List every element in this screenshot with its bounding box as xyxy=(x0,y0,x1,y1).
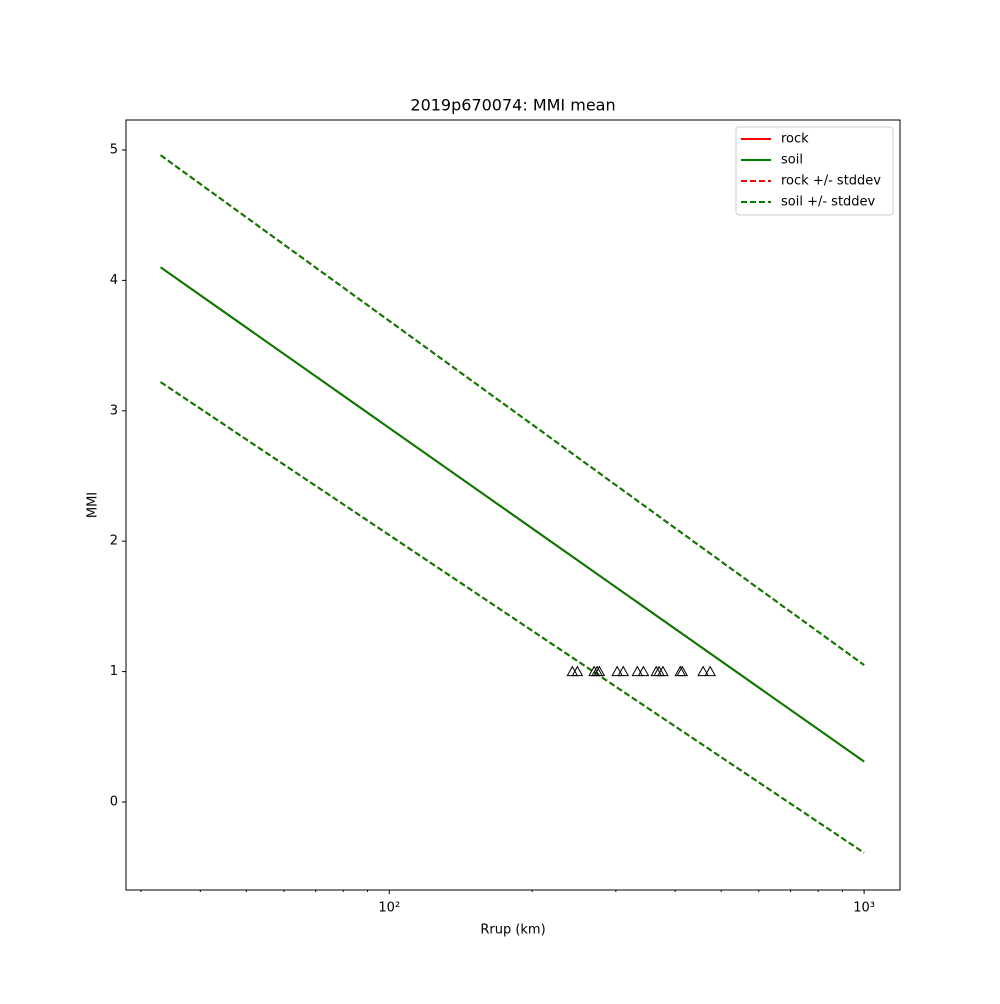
y-tick-label: 2 xyxy=(110,534,118,549)
point-marker xyxy=(617,665,630,677)
point-marker xyxy=(593,665,606,677)
point-marker xyxy=(657,665,669,677)
point-marker xyxy=(566,665,579,677)
x-tick-label: 10² xyxy=(378,901,400,916)
point-marker xyxy=(704,665,717,677)
x-tick-label: 10³ xyxy=(853,901,875,916)
point-marker xyxy=(637,665,650,677)
point-marker xyxy=(697,665,709,677)
y-tick-label: 4 xyxy=(110,273,118,288)
point-marker xyxy=(571,665,584,677)
y-tick-label: 1 xyxy=(110,664,118,679)
y-tick-label: 3 xyxy=(110,403,118,418)
legend-label: rock xyxy=(781,132,809,147)
legend-label: soil xyxy=(781,153,803,168)
x-axis-label: Rrup (km) xyxy=(480,923,545,938)
series-line xyxy=(160,381,865,854)
point-marker xyxy=(611,665,624,677)
y-tick-label: 0 xyxy=(110,794,118,809)
y-axis-label: MMI xyxy=(86,492,101,518)
point-marker xyxy=(676,665,689,677)
point-marker xyxy=(631,665,644,677)
legend-label: soil +/- stddev xyxy=(781,195,876,210)
series-line xyxy=(160,266,865,763)
chart-title: 2019p670074: MMI mean xyxy=(410,96,615,115)
y-tick-label: 5 xyxy=(110,142,118,157)
series-line xyxy=(160,154,865,666)
legend-box xyxy=(735,126,894,216)
plot-frame xyxy=(125,119,901,891)
legend-label: rock +/- stddev xyxy=(781,174,881,189)
